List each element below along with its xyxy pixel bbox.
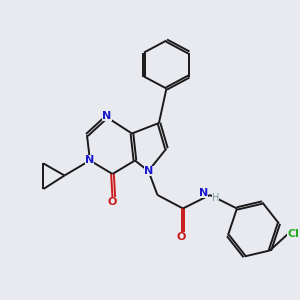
Text: Cl: Cl: [287, 229, 299, 239]
Text: N: N: [85, 155, 94, 166]
Text: H: H: [212, 193, 219, 203]
Text: N: N: [144, 166, 154, 176]
Text: N: N: [199, 188, 208, 199]
Text: N: N: [102, 110, 112, 121]
Text: O: O: [177, 232, 186, 242]
Text: O: O: [108, 197, 117, 207]
